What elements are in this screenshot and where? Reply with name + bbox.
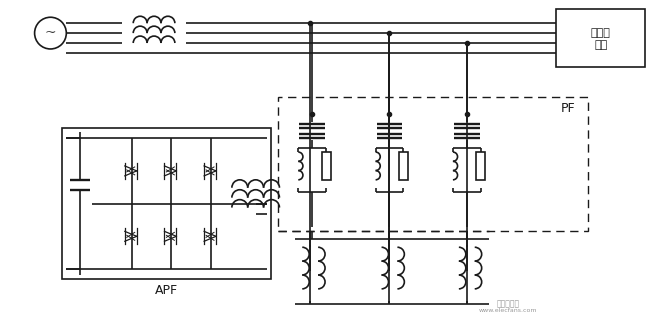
Text: www.elecfans.com: www.elecfans.com	[479, 308, 537, 313]
Bar	[476, 152, 485, 180]
Text: PF: PF	[561, 102, 575, 115]
Text: ~: ~	[45, 26, 56, 40]
Bar	[399, 152, 408, 180]
Bar	[278, 97, 588, 231]
Bar	[62, 128, 270, 279]
Text: 电子发烧友: 电子发烧友	[497, 299, 520, 308]
Text: 非线性: 非线性	[591, 28, 611, 38]
Bar	[322, 152, 330, 180]
Text: APF: APF	[155, 284, 178, 297]
Text: 负载: 负载	[594, 40, 607, 50]
Bar	[556, 9, 645, 67]
